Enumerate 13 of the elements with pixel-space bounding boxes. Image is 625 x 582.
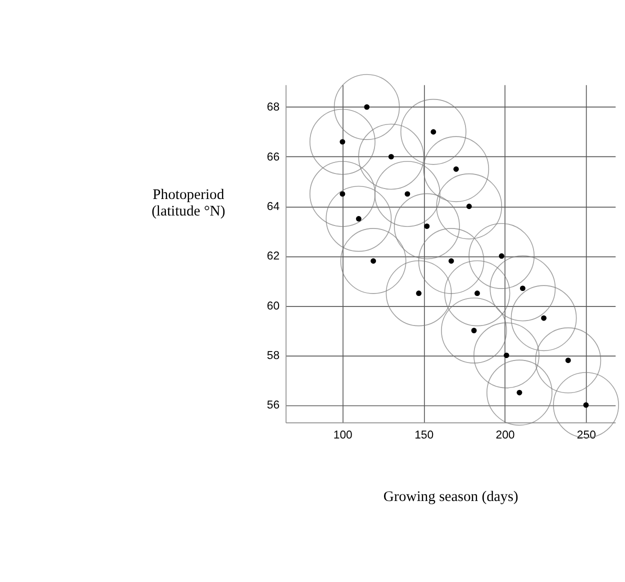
y-tick-label: 60 xyxy=(266,300,280,312)
y-tick-label: 58 xyxy=(266,350,280,362)
y-tick-label: 68 xyxy=(266,102,280,114)
y-tick-label: 62 xyxy=(266,250,280,263)
y-tick-label: 64 xyxy=(266,201,280,214)
x-tick-label: 100 xyxy=(333,429,352,442)
x-tick-label: 200 xyxy=(496,429,515,442)
y-axis-title: Photoperiod (latitude °N) xyxy=(152,187,226,220)
x-tick-label: 150 xyxy=(414,429,434,442)
x-axis-title: Growing season (days) xyxy=(383,488,518,505)
x-tick-label: 250 xyxy=(576,429,596,442)
y-tick-label: 66 xyxy=(266,151,280,164)
y-tick-label: 56 xyxy=(266,400,280,412)
